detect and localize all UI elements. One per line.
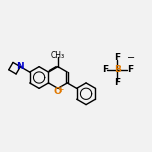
Text: F: F [114, 53, 121, 62]
Text: CH₃: CH₃ [51, 51, 65, 60]
Text: F: F [114, 78, 121, 87]
Text: +: + [57, 85, 64, 94]
Text: N: N [17, 62, 24, 71]
Text: −: − [127, 53, 135, 63]
Text: F: F [102, 66, 108, 74]
Text: B: B [114, 66, 121, 74]
Text: O: O [54, 87, 62, 96]
Text: F: F [127, 66, 133, 74]
